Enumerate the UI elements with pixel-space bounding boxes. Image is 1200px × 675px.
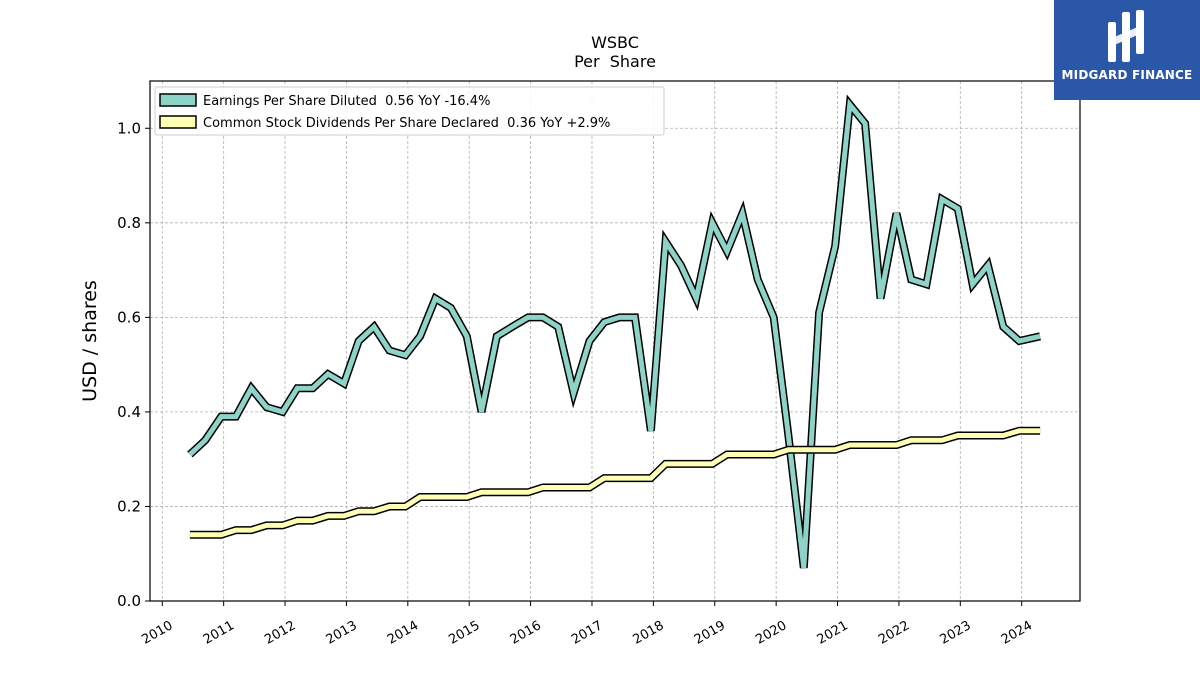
legend-swatch-eps (159, 93, 197, 107)
y-tick-label: 0.8 (117, 214, 141, 232)
legend-label-dividends: Common Stock Dividends Per Share Declare… (203, 116, 610, 131)
x-tick-label: 2020 (753, 618, 789, 648)
x-tick-label: 2016 (508, 618, 544, 648)
x-tick-label: 2023 (937, 618, 973, 648)
y-tick-label: 0.4 (117, 403, 141, 421)
chart-title: WSBC (591, 33, 639, 52)
x-tick-label: 2019 (692, 618, 728, 648)
midgard-logo-icon (1108, 10, 1144, 62)
x-tick-label: 2017 (569, 618, 605, 648)
legend-box (154, 86, 665, 136)
dividends-line (189, 428, 1041, 538)
y-tick-label: 0.6 (117, 308, 141, 326)
x-tick-label: 2013 (324, 618, 360, 648)
y-axis-label: USD / shares (79, 280, 101, 402)
y-tick-label: 0.2 (117, 497, 141, 515)
eps-line-outline (187, 94, 1041, 569)
x-tick-label: 2024 (999, 618, 1035, 648)
chart-subtitle: Per Share (574, 52, 656, 71)
plot-frame (149, 80, 1081, 602)
y-tick-label: 0.0 (117, 592, 141, 610)
x-tick-label: 2012 (262, 618, 298, 648)
legend-swatch-dividends (159, 115, 197, 129)
y-tick-label: 1.0 (117, 119, 141, 137)
x-tick-label: 2011 (201, 618, 237, 648)
x-tick-label: 2010 (139, 618, 175, 648)
x-tick-label: 2022 (876, 618, 912, 648)
x-tick-label: 2015 (446, 618, 482, 648)
legend-label-eps: Earnings Per Share Diluted 0.56 YoY -16.… (203, 94, 490, 109)
series-lines (187, 94, 1041, 569)
x-tick-label: 2018 (631, 618, 667, 648)
x-tick-label: 2021 (815, 618, 851, 648)
x-tick-label: 2014 (385, 618, 421, 648)
brand-logo: MIDGARD FINANCE (1054, 0, 1200, 100)
legend: Earnings Per Share Diluted 0.56 YoY -16.… (154, 86, 665, 136)
eps-line (188, 98, 1041, 569)
brand-name: MIDGARD FINANCE (1061, 68, 1193, 82)
